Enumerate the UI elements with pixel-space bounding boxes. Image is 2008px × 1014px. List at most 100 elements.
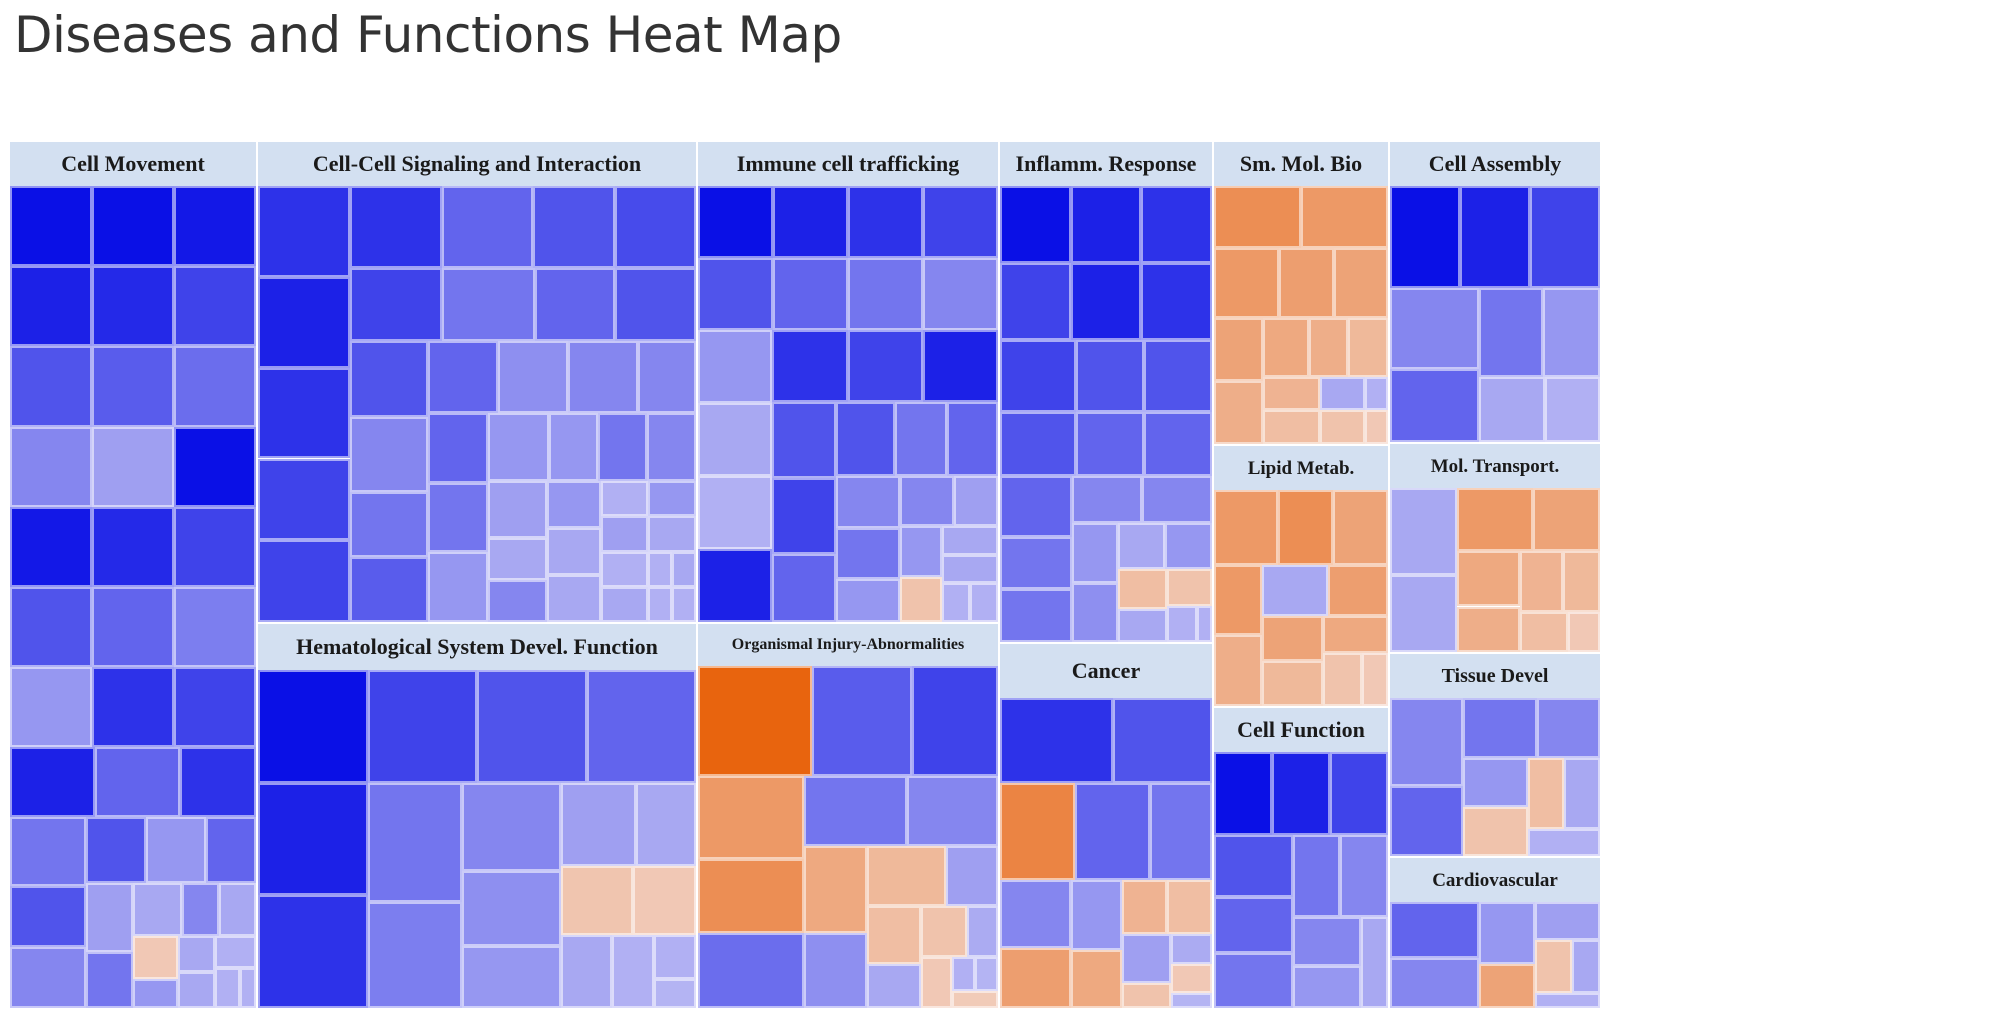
heatmap-cell bbox=[698, 403, 773, 477]
heatmap-cell bbox=[1000, 589, 1073, 642]
heatmap-cell bbox=[600, 586, 649, 622]
heatmap-cell bbox=[923, 186, 998, 259]
heatmap-cell bbox=[773, 258, 848, 331]
heatmap-cell bbox=[1171, 993, 1212, 1008]
heatmap-cell bbox=[1141, 263, 1212, 341]
heatmap-cell bbox=[1072, 582, 1119, 642]
category-label: Hematological System Devel. Function bbox=[296, 634, 658, 659]
heatmap-cell bbox=[350, 557, 428, 622]
heatmap-cell bbox=[1141, 186, 1212, 264]
heatmap-cell bbox=[1478, 963, 1535, 1008]
heatmap-cell bbox=[367, 783, 462, 903]
heatmap-cell bbox=[85, 882, 133, 953]
heatmap-cell bbox=[1214, 381, 1263, 444]
heatmap-cell bbox=[1462, 698, 1537, 759]
heatmap-cell bbox=[427, 552, 488, 622]
category-header bbox=[258, 142, 696, 186]
heatmap-cell bbox=[1390, 957, 1479, 1008]
heatmap-cell bbox=[1262, 376, 1320, 411]
heatmap-cell bbox=[350, 416, 428, 493]
heatmap-cell bbox=[614, 186, 696, 269]
heatmap-cell bbox=[427, 412, 488, 483]
heatmap-cell bbox=[1460, 186, 1530, 289]
heatmap-cell bbox=[941, 525, 998, 555]
heatmap-cell bbox=[350, 492, 428, 558]
heatmap-cell bbox=[547, 575, 601, 622]
heatmap-cell bbox=[951, 990, 998, 1008]
heatmap-cell bbox=[647, 412, 696, 482]
heatmap-cell bbox=[1340, 835, 1388, 917]
heatmap-cell bbox=[1113, 698, 1212, 784]
heatmap-cell bbox=[1301, 186, 1388, 248]
category-label: Immune cell trafficking bbox=[736, 151, 960, 176]
heatmap-cell bbox=[803, 776, 907, 846]
heatmap-cell bbox=[1279, 247, 1334, 319]
heatmap-cell bbox=[969, 583, 998, 622]
heatmap-cell bbox=[10, 816, 86, 887]
heatmap-cell bbox=[1292, 835, 1341, 917]
heatmap-cell bbox=[812, 666, 913, 777]
category-label: Cell Function bbox=[1237, 717, 1365, 742]
heatmap-cell bbox=[547, 528, 601, 576]
heatmap-cell bbox=[906, 776, 998, 846]
heatmap-cell bbox=[1000, 186, 1071, 264]
heatmap-cell bbox=[1000, 340, 1076, 413]
heatmap-cell bbox=[899, 525, 942, 578]
heatmap-cell bbox=[1214, 186, 1301, 248]
heatmap-cell bbox=[174, 586, 256, 668]
category-header bbox=[1214, 446, 1388, 490]
heatmap-cell bbox=[441, 186, 534, 269]
heatmap-cell bbox=[174, 346, 256, 427]
heatmap-cell bbox=[10, 947, 86, 1008]
heatmap-cell bbox=[549, 412, 598, 482]
heatmap-cell bbox=[442, 268, 535, 341]
heatmap-cell bbox=[586, 670, 696, 784]
heatmap-cell bbox=[1478, 902, 1535, 964]
heatmap-cell bbox=[1533, 488, 1600, 551]
heatmap-cell bbox=[941, 583, 970, 622]
heatmap-cell bbox=[836, 527, 900, 580]
heatmap-cell bbox=[912, 666, 998, 777]
heatmap-cell bbox=[1214, 318, 1263, 382]
heatmap-cell bbox=[1292, 965, 1362, 1008]
heatmap-cell bbox=[1328, 564, 1388, 617]
heatmap-cell bbox=[180, 747, 256, 817]
heatmap-cell bbox=[848, 186, 923, 259]
heatmap-cell bbox=[1520, 611, 1569, 652]
category-header bbox=[1390, 444, 1600, 488]
heatmap-cell bbox=[698, 933, 804, 1008]
category-header bbox=[1214, 142, 1388, 186]
heatmap-cell bbox=[803, 845, 867, 933]
heatmap-cell bbox=[866, 845, 946, 906]
heatmap-cell bbox=[533, 186, 615, 269]
category-label: Inflamm. Response bbox=[1015, 151, 1197, 176]
heatmap-cell bbox=[1272, 752, 1330, 836]
heatmap-cell bbox=[1308, 318, 1349, 377]
heatmap-cell bbox=[672, 551, 696, 587]
heatmap-cell bbox=[174, 266, 256, 347]
heatmap-cell bbox=[698, 330, 773, 404]
heatmap-cell bbox=[1075, 340, 1144, 413]
heatmap-cell bbox=[10, 747, 96, 817]
heatmap-cell bbox=[1278, 490, 1334, 565]
heatmap-cell bbox=[946, 402, 998, 477]
heatmap-cell bbox=[1562, 550, 1600, 612]
heatmap-cell bbox=[1462, 758, 1529, 808]
heatmap-cell bbox=[1214, 247, 1280, 319]
heatmap-cell bbox=[1520, 550, 1563, 612]
heatmap-cell bbox=[258, 186, 351, 277]
heatmap-cell bbox=[1166, 569, 1212, 606]
heatmap-cell bbox=[560, 934, 612, 1008]
heatmap-cell bbox=[145, 816, 206, 883]
heatmap-cell bbox=[600, 551, 649, 587]
category-header bbox=[258, 624, 696, 670]
heatmap-cell bbox=[1143, 340, 1212, 413]
category-header bbox=[10, 142, 256, 186]
heatmap-cell bbox=[772, 478, 837, 555]
heatmap-cell bbox=[899, 577, 942, 622]
category-label: Cancer bbox=[1071, 658, 1141, 683]
heatmap-cell bbox=[803, 933, 867, 1008]
heatmap-cell bbox=[477, 670, 587, 784]
heatmap-cell bbox=[182, 882, 220, 936]
heatmap-cell bbox=[1070, 263, 1142, 341]
